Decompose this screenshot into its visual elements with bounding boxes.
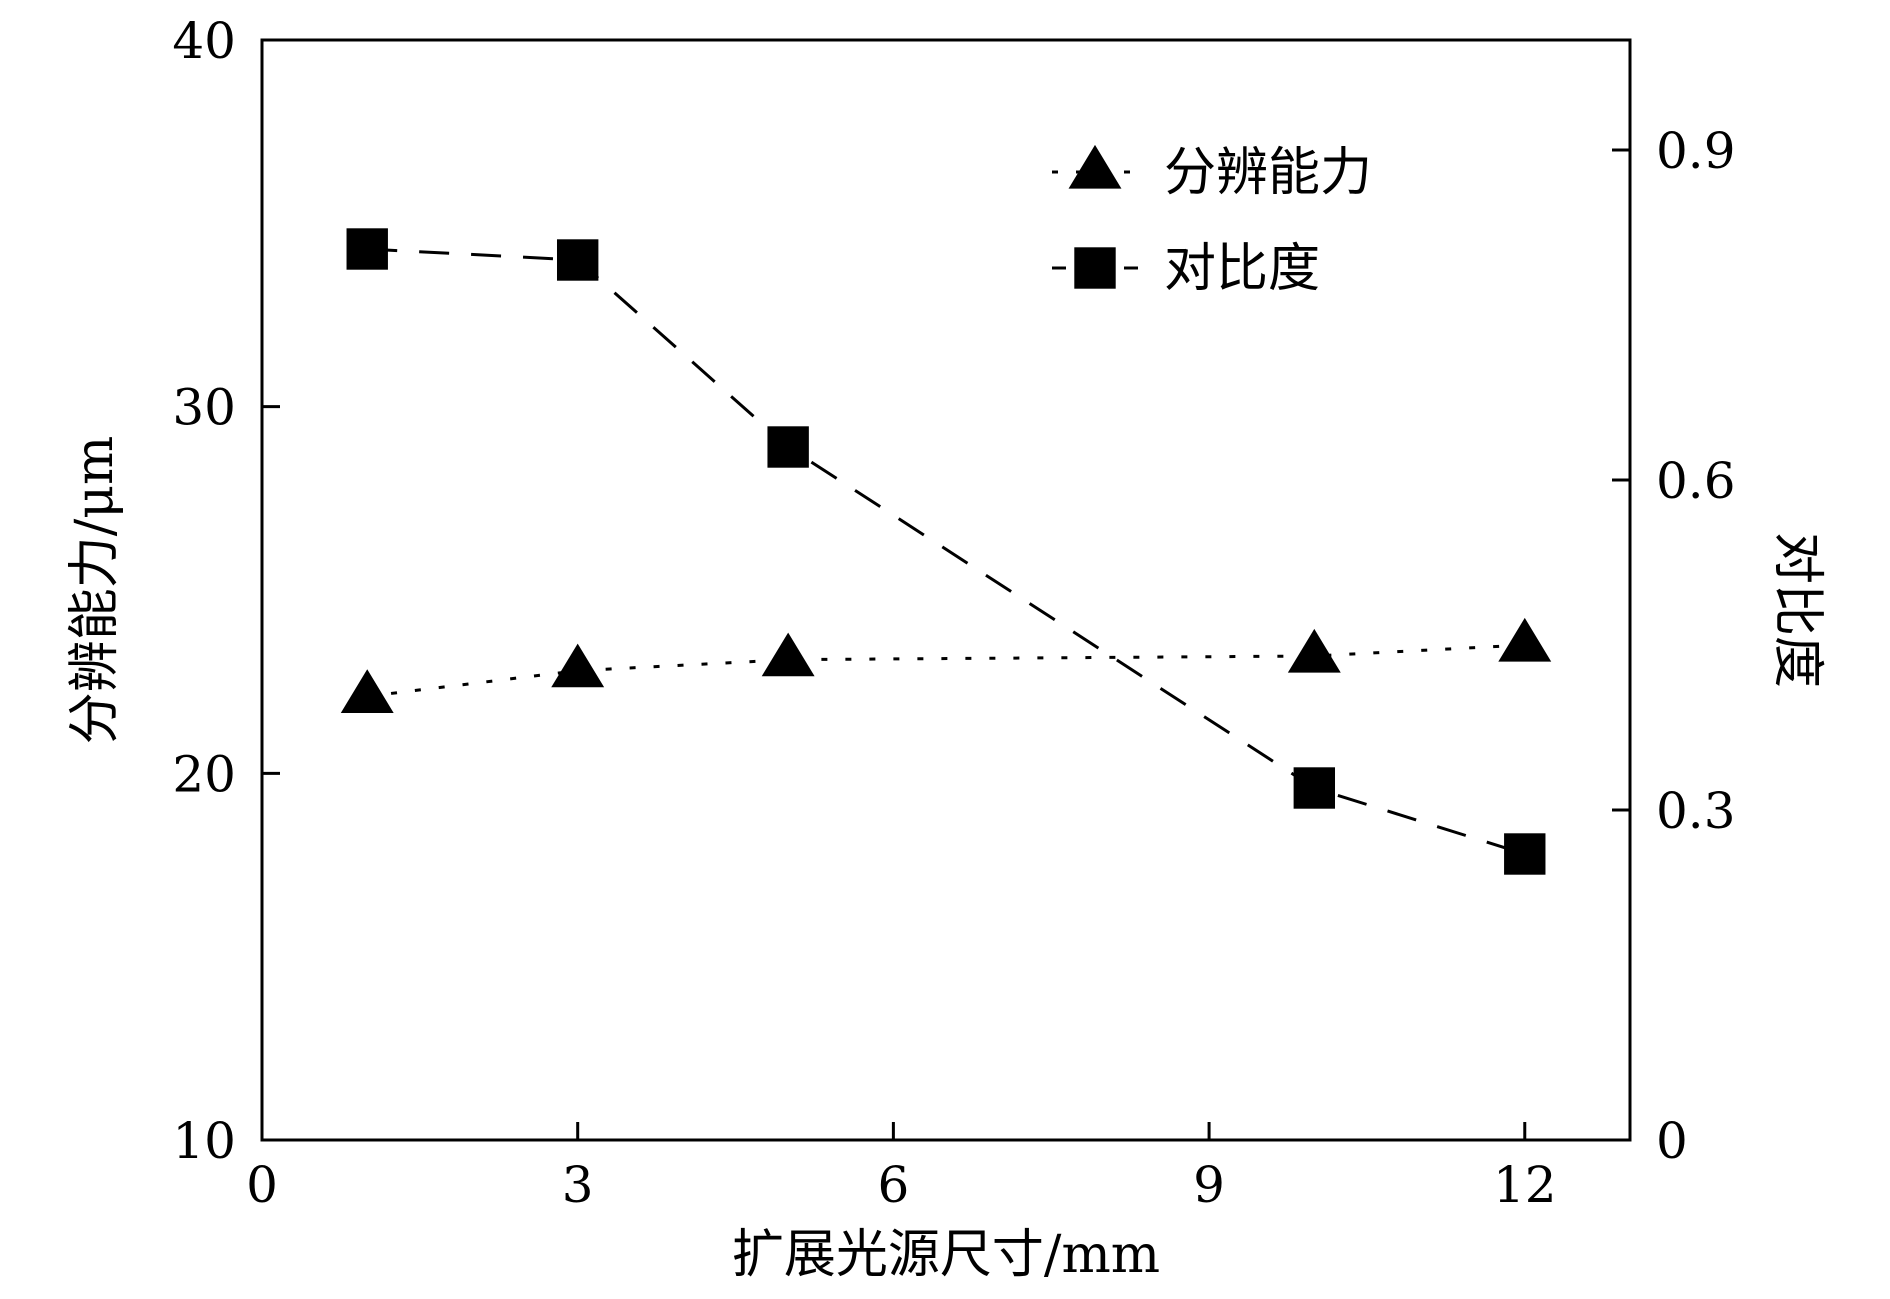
- x-axis-title: 扩展光源尺寸/mm: [732, 1225, 1160, 1285]
- x-axis-ticks: 0 3 6 9 12: [246, 1122, 1557, 1214]
- series-markers: [340, 228, 1552, 875]
- contrast-data-point: [556, 239, 599, 281]
- left-y-tick-label: 30: [172, 379, 236, 437]
- left-y-tick-label: 20: [172, 745, 236, 803]
- series-lines: [367, 247, 1526, 856]
- legend-marker-square: [1074, 247, 1116, 289]
- resolution-data-point: [761, 632, 815, 677]
- plot-frame: [260, 38, 1632, 1142]
- left-y-tick-label: 40: [172, 12, 236, 70]
- right-y-tick-label: 0.9: [1656, 122, 1736, 180]
- resolution-data-point: [551, 643, 605, 688]
- resolution-data-point: [1287, 628, 1341, 673]
- legend-label: 对比度: [1164, 239, 1320, 299]
- right-y-axis-title: 对比度: [1767, 532, 1827, 688]
- contrast-data-point: [767, 426, 809, 468]
- right-y-tick-label: 0.6: [1656, 452, 1736, 510]
- x-tick-label: 12: [1493, 1156, 1557, 1214]
- resolution-data-point: [1498, 617, 1552, 662]
- left-y-tick-label: 10: [172, 1112, 236, 1170]
- x-tick-label: 3: [562, 1156, 594, 1214]
- right-y-axis-ticks: 0 0.3 0.6 0.9: [1612, 122, 1736, 1170]
- contrast-data-point: [346, 228, 388, 270]
- left-y-axis-title: 分辨能力/μm: [65, 436, 125, 745]
- legend-marker-triangle: [1068, 144, 1122, 189]
- contrast-series-line: [367, 247, 1526, 856]
- contrast-data-point: [1504, 833, 1546, 875]
- left-y-axis-ticks: 10 20 30 40: [172, 12, 280, 1170]
- resolution-series-line: [367, 643, 1525, 698]
- contrast-data-point: [1293, 767, 1336, 809]
- resolution-data-point: [340, 669, 394, 713]
- legend-label: 分辨能力: [1164, 143, 1372, 203]
- right-y-tick-label: 0: [1656, 1112, 1688, 1170]
- right-y-tick-label: 0.3: [1656, 782, 1736, 840]
- x-tick-label: 0: [246, 1156, 278, 1214]
- x-tick-label: 9: [1193, 1156, 1225, 1214]
- x-tick-label: 6: [877, 1156, 909, 1214]
